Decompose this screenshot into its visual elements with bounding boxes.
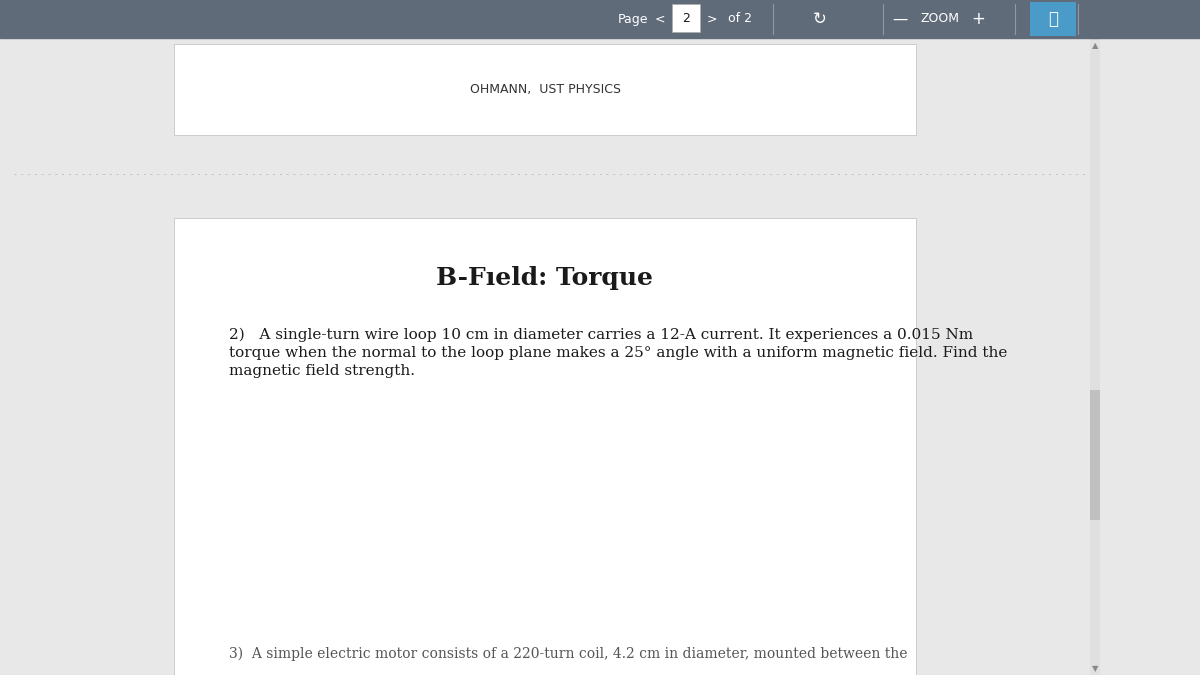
- Text: <: <: [655, 13, 665, 26]
- Bar: [174, 218, 916, 675]
- Text: of 2: of 2: [728, 13, 752, 26]
- Text: torque when the normal to the loop plane makes a 25° angle with a uniform magnet: torque when the normal to the loop plane…: [229, 346, 1007, 360]
- Text: ↻: ↻: [814, 10, 827, 28]
- Text: OHMANN,  UST PHYSICS: OHMANN, UST PHYSICS: [469, 83, 620, 96]
- Text: B-Fıeld: Torque: B-Fıeld: Torque: [437, 266, 654, 290]
- Text: ⤢: ⤢: [1048, 10, 1058, 28]
- Text: —: —: [893, 11, 907, 26]
- Bar: [672, 4, 700, 32]
- Text: ▲: ▲: [1092, 41, 1098, 51]
- Text: >: >: [707, 13, 718, 26]
- Bar: [0, 0, 1200, 38]
- Text: 2)   A single-turn wire loop 10 cm in diameter carries a 12-A current. It experi: 2) A single-turn wire loop 10 cm in diam…: [229, 328, 973, 342]
- Text: magnetic field strength.: magnetic field strength.: [229, 364, 415, 378]
- Text: 2: 2: [682, 13, 690, 26]
- Bar: [1090, 390, 1100, 520]
- Text: ▼: ▼: [1092, 664, 1098, 674]
- Text: Page: Page: [618, 13, 648, 26]
- Text: 3)  A simple electric motor consists of a 220-turn coil, 4.2 cm in diameter, mou: 3) A simple electric motor consists of a…: [229, 647, 907, 661]
- Text: +: +: [971, 10, 985, 28]
- Bar: [1030, 2, 1076, 36]
- Text: ZOOM: ZOOM: [920, 13, 960, 26]
- Bar: [1090, 38, 1100, 675]
- Bar: [174, 44, 916, 135]
